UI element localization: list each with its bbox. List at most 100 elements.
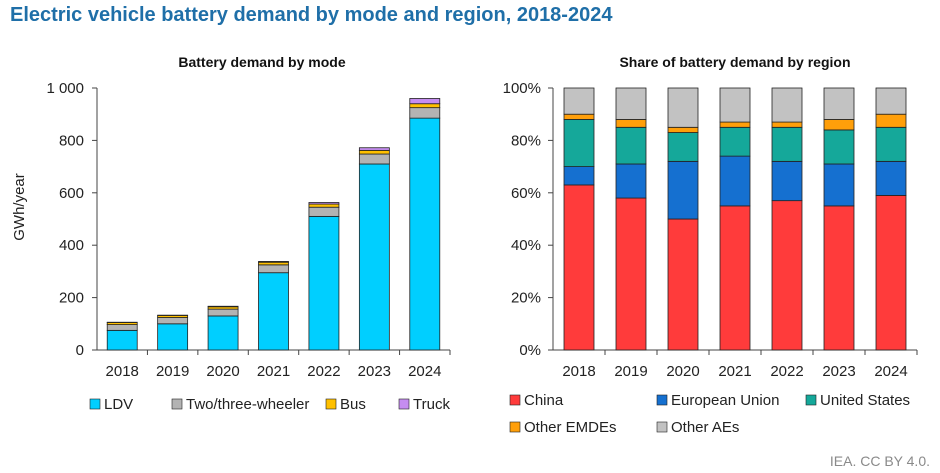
- y-tick-label: 40%: [511, 237, 541, 254]
- legend-label-china: China: [524, 392, 564, 409]
- bar-ldv-2023: [358, 163, 390, 351]
- legend-swatch-truck: [398, 398, 410, 410]
- bar-european-union-2021: [719, 155, 751, 207]
- legend-swatch-china: [509, 394, 521, 406]
- bar-other-aes-2018: [563, 87, 595, 115]
- bar-european-union-2022: [771, 160, 803, 202]
- bar-two-three-wheeler-2020: [207, 308, 239, 317]
- bar-bus-2022: [308, 203, 340, 208]
- legend-swatch-united-states: [805, 394, 817, 406]
- legend-label-truck: Truck: [413, 396, 450, 413]
- bar-truck-2023: [358, 147, 390, 151]
- bar-china-2021: [719, 205, 751, 351]
- chart-2-title: Share of battery demand by region: [619, 54, 850, 70]
- bar-united-states-2023: [823, 129, 855, 165]
- bar-united-states-2021: [719, 126, 751, 157]
- y-tick-label: 60%: [511, 185, 541, 202]
- bar-ldv-2018: [106, 329, 138, 351]
- x-tick-label: 2019: [156, 363, 189, 380]
- bar-united-states-2022: [771, 126, 803, 162]
- legend-label-other-aes: Other AEs: [671, 419, 739, 436]
- bar-two-three-wheeler-2018: [106, 324, 138, 331]
- chart-1-title: Battery demand by mode: [178, 54, 345, 70]
- bar-other-emdes-2019: [615, 119, 647, 128]
- y-tick-label: 0%: [519, 342, 541, 359]
- y-tick-label: 0: [76, 342, 84, 359]
- legend-label-other-emdes: Other EMDEs: [524, 419, 617, 436]
- bar-other-aes-2020: [667, 87, 699, 128]
- bar-china-2018: [563, 184, 595, 351]
- legend-swatch-other-aes: [656, 421, 668, 433]
- bar-other-aes-2022: [771, 87, 803, 123]
- bar-united-states-2018: [563, 119, 595, 168]
- bar-european-union-2018: [563, 166, 595, 186]
- bar-two-three-wheeler-2021: [258, 264, 289, 274]
- bar-ldv-2022: [308, 215, 340, 351]
- bar-ldv-2020: [207, 315, 239, 351]
- legend-swatch-bus: [325, 398, 337, 410]
- bar-european-union-2023: [823, 163, 855, 207]
- x-tick-label: 2021: [257, 363, 290, 380]
- bar-other-emdes-2024: [875, 113, 907, 128]
- y-tick-label: 200: [59, 290, 84, 307]
- bar-european-union-2019: [615, 163, 647, 199]
- bar-bus-2023: [358, 149, 390, 155]
- bar-china-2020: [667, 218, 699, 351]
- bar-two-three-wheeler-2023: [358, 153, 390, 165]
- main-title: Electric vehicle battery demand by mode …: [10, 4, 613, 26]
- x-tick-label: 2023: [822, 363, 855, 380]
- bar-two-three-wheeler-2022: [308, 206, 340, 217]
- bar-truck-2022: [308, 202, 340, 205]
- bar-european-union-2024: [875, 160, 907, 196]
- bar-united-states-2020: [667, 132, 699, 162]
- bar-other-emdes-2021: [719, 121, 751, 128]
- bar-other-aes-2024: [875, 87, 907, 115]
- y-tick-label: 400: [59, 237, 84, 254]
- legend-swatch-ldv: [89, 398, 101, 410]
- x-tick-label: 2022: [307, 363, 340, 380]
- legend-label-bus: Bus: [340, 396, 366, 413]
- bar-other-aes-2021: [719, 87, 751, 123]
- y-tick-label: 80%: [511, 132, 541, 149]
- x-tick-label: 2023: [358, 363, 391, 380]
- bar-truck-2020: [207, 305, 239, 308]
- bar-ldv-2021: [258, 272, 289, 351]
- source-note: IEA. CC BY 4.0.: [829, 453, 930, 469]
- y-axis-label: GWh/year: [11, 173, 28, 241]
- legend-swatch-other-emdes: [509, 421, 521, 433]
- x-tick-label: 2018: [106, 363, 139, 380]
- bar-other-emdes-2020: [667, 126, 699, 133]
- bar-china-2023: [823, 205, 855, 351]
- bar-ldv-2019: [157, 323, 189, 351]
- bar-truck-2021: [258, 261, 289, 263]
- y-tick-label: 100%: [503, 80, 541, 97]
- legend-chart-1: LDV Two/three-wheeler Bus Truck: [89, 396, 450, 413]
- bar-ldv-2024: [409, 117, 441, 351]
- bar-two-three-wheeler-2019: [157, 317, 189, 325]
- x-tick-label: 2022: [770, 363, 803, 380]
- legend-label-european-union: European Union: [671, 392, 779, 409]
- y-tick-label: 20%: [511, 290, 541, 307]
- x-tick-label: 2019: [614, 363, 647, 380]
- x-tick-label: 2018: [562, 363, 595, 380]
- chart-1: Battery demand by mode GWh/year 0 200 400 600…: [11, 54, 451, 380]
- x-tick-label: 2020: [666, 363, 699, 380]
- legend-label-ldv: LDV: [104, 396, 133, 413]
- legend-label-two-three-wheeler: Two/three-wheeler: [186, 396, 309, 413]
- y-tick-label: 600: [59, 185, 84, 202]
- chart-2: Share of battery demand by region 0% 20% 40…: [503, 54, 918, 380]
- legend-swatch-european-union: [656, 394, 668, 406]
- bar-other-emdes-2023: [823, 119, 855, 131]
- bar-china-2024: [875, 195, 907, 351]
- bar-bus-2024: [409, 103, 441, 109]
- legend-label-united-states: United States: [820, 392, 910, 409]
- y-tick-label: 1 000: [46, 80, 84, 97]
- bar-european-union-2020: [667, 160, 699, 220]
- x-tick-label: 2024: [874, 363, 907, 380]
- legend-chart-2: China European Union United States Other EM…: [509, 392, 910, 436]
- bar-other-emdes-2018: [563, 113, 595, 120]
- bar-two-three-wheeler-2024: [409, 107, 441, 119]
- bar-other-emdes-2022: [771, 121, 803, 128]
- legend-swatch-two-three-wheeler: [171, 398, 183, 410]
- bar-other-aes-2023: [823, 87, 855, 120]
